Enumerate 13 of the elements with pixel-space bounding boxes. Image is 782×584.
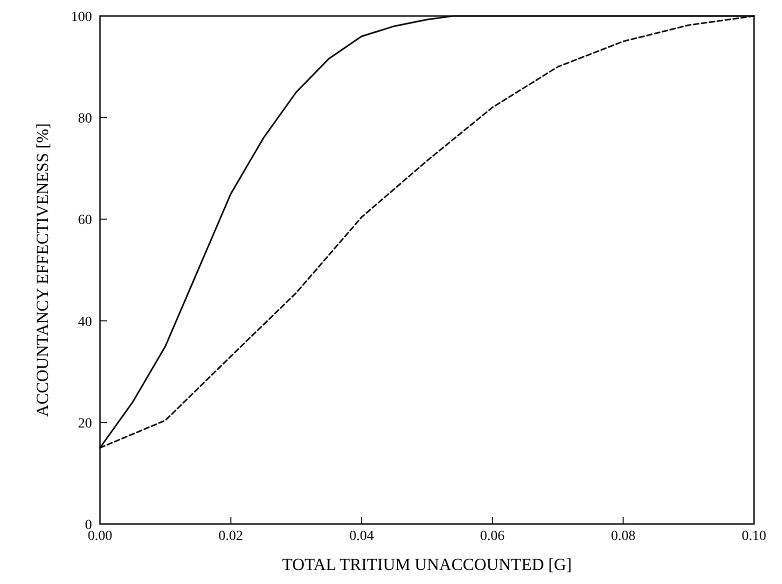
y-tick-label: 100	[71, 10, 92, 25]
x-tick-label: 0.08	[610, 529, 636, 544]
y-tick-label: 60	[78, 213, 92, 228]
x-tick-label: 0.00	[88, 529, 112, 544]
y-axis-title: ACCOUNTANCY EFFECTIVENESS [%]	[33, 123, 52, 417]
y-tick-label: 80	[78, 112, 92, 127]
x-axis-title: TOTAL TRITIUM UNACCOUNTED [G]	[282, 555, 572, 574]
x-tick-label: 0.06	[480, 529, 505, 544]
x-tick-label: 0.10	[742, 529, 766, 544]
y-tick-label: 40	[78, 314, 92, 330]
x-tick-label: 0.02	[218, 529, 244, 544]
y-tick-label: 20	[78, 416, 92, 432]
x-tick-label: 0.04	[349, 529, 374, 544]
